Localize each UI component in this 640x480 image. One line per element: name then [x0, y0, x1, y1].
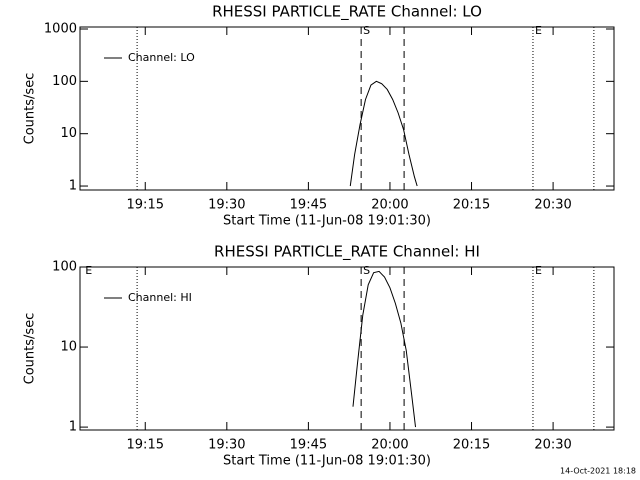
legend-label: Channel: HI — [128, 291, 192, 304]
x-tick-label: 19:15 — [127, 438, 164, 453]
marker-label: E — [535, 264, 542, 277]
marker-label: S — [363, 24, 370, 37]
x-tick-label: 19:45 — [290, 438, 327, 453]
y-tick-label: 1 — [69, 420, 77, 435]
footer: 14-Oct-2021 18:18 — [560, 467, 636, 476]
y-tick-label: 100 — [52, 74, 77, 89]
data-line — [352, 270, 417, 428]
plot-frame — [79, 266, 615, 431]
x-axis-label: Start Time (11-Jun-08 19:01:30) — [223, 454, 431, 469]
x-tick-label: 19:45 — [290, 198, 327, 213]
chart-title: RHESSI PARTICLE_RATE Channel: LO — [212, 3, 482, 22]
x-tick-label: 19:30 — [208, 198, 245, 213]
x-tick-label: 19:30 — [208, 438, 245, 453]
marker-label: S — [363, 264, 370, 277]
y-axis-label: Counts/sec — [23, 313, 38, 385]
y-tick-label: 10 — [60, 340, 77, 355]
x-tick-label: 20:30 — [534, 438, 571, 453]
x-tick-label: 20:00 — [371, 198, 408, 213]
data-line — [349, 80, 418, 187]
y-tick-label: 100 — [52, 260, 77, 275]
x-tick-label: 20:30 — [534, 198, 571, 213]
y-tick-label: 1 — [69, 179, 77, 194]
chart-title: RHESSI PARTICLE_RATE Channel: HI — [214, 243, 480, 262]
y-axis-label: Counts/sec — [23, 73, 38, 145]
legend-label: Channel: LO — [128, 51, 195, 64]
x-tick-label: 20:15 — [453, 198, 490, 213]
marker-label: E — [85, 264, 92, 277]
y-tick-label: 1000 — [44, 22, 77, 37]
x-tick-label: 19:15 — [127, 198, 164, 213]
marker-label: E — [535, 24, 542, 37]
plot-frame — [79, 26, 615, 191]
y-tick-label: 10 — [60, 126, 77, 141]
x-tick-label: 20:00 — [371, 438, 408, 453]
x-axis-label: Start Time (11-Jun-08 19:01:30) — [223, 214, 431, 229]
x-tick-label: 20:15 — [453, 438, 490, 453]
